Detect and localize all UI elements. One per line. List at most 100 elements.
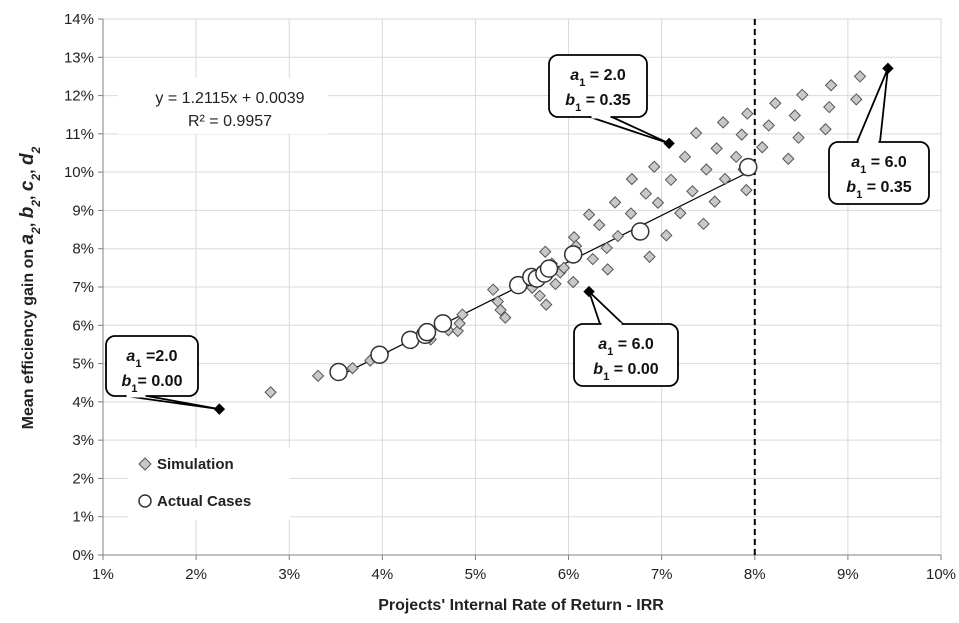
highlight-points — [213, 62, 894, 415]
simulation-point — [557, 261, 571, 275]
callout-label: b1 = 0.35 — [846, 179, 911, 201]
axes: 1% 2% 3% 4% 5% 6% 7% 8% 9% 10% 0% 1% 2% 3% 4% 5% 6% 7% 8% 9… — [64, 11, 956, 583]
simulation-point — [710, 142, 723, 155]
simulation-point — [593, 218, 606, 232]
y-tick-label: 2% — [72, 470, 94, 487]
simulation-point — [697, 217, 710, 231]
actual-case-point — [370, 345, 389, 365]
callout-label: a1 =2.0 — [126, 348, 177, 370]
simulation-point — [756, 141, 769, 154]
simulation-point — [850, 93, 863, 106]
x-tick-label: 8% — [744, 566, 766, 583]
legend-label-simulation: Simulation — [157, 456, 234, 473]
x-tick-label: 7% — [651, 566, 673, 583]
simulation-point — [796, 88, 809, 102]
simulation-point — [611, 229, 625, 243]
simulation-point — [639, 187, 653, 200]
simulation-point — [651, 196, 665, 209]
simulation-point — [674, 206, 687, 220]
x-tick-label: 4% — [371, 566, 393, 583]
simulation-point — [716, 116, 730, 129]
simulation-point — [819, 123, 832, 136]
simulation-point — [582, 208, 596, 221]
y-tick-label: 6% — [72, 317, 94, 334]
callout-box — [105, 335, 199, 397]
y-tick-label: 10% — [64, 164, 94, 181]
callout-label: a1 = 2.0 — [570, 67, 626, 89]
callouts: a1 =2.0 b1= 0.00 a1 = 6.0 b1 = 0.00 a1 = 2.0… — [105, 54, 930, 411]
simulation-point — [823, 100, 836, 114]
simulation-point — [782, 152, 795, 165]
simulation-point — [853, 70, 867, 83]
simulation-point — [648, 160, 661, 173]
y-tick-label: 0% — [72, 547, 94, 564]
simulation-point — [792, 131, 805, 144]
y-tick-label: 4% — [72, 394, 94, 411]
trendline-equation: y = 1.2115x + 0.0039 — [155, 90, 304, 107]
y-tick-label: 13% — [64, 49, 94, 66]
simulation-point — [660, 229, 673, 242]
simulation-point — [741, 107, 754, 120]
actual-case-point — [417, 322, 437, 342]
simulation-point — [689, 126, 703, 140]
simulation-point — [624, 207, 638, 220]
simulation-point — [762, 119, 775, 132]
simulation-point — [769, 97, 782, 110]
simulation-point — [625, 172, 639, 186]
simulation-point — [708, 195, 721, 208]
simulation-point — [264, 386, 277, 399]
legend-label-actual-cases: Actual Cases — [157, 493, 251, 510]
callout: a1 = 6.0 b1 = 0.35 — [828, 67, 930, 205]
callout: a1 = 2.0 b1 = 0.35 — [548, 54, 671, 145]
callout: a1 = 6.0 b1 = 0.00 — [573, 290, 679, 387]
actual-case-point — [563, 245, 583, 264]
callout-box — [573, 323, 679, 387]
x-axis-title: Projects' Internal Rate of Return - IRR — [378, 597, 664, 614]
callout-label: b1= 0.00 — [122, 373, 183, 395]
simulation-point — [456, 308, 469, 321]
simulation-point — [664, 173, 678, 187]
callout: a1 =2.0 b1= 0.00 — [105, 335, 221, 411]
y-tick-label: 12% — [64, 88, 94, 105]
x-tick-label: 2% — [185, 566, 207, 583]
simulation-point — [740, 183, 753, 197]
simulation-point — [549, 277, 562, 291]
actual-case-point — [631, 222, 650, 241]
simulation-point — [686, 185, 699, 198]
equation-background — [118, 78, 328, 134]
simulation-point — [735, 128, 748, 141]
highlight-point — [213, 403, 226, 415]
simulation-point — [499, 311, 512, 324]
actual-case-points — [329, 157, 758, 382]
simulation-point — [486, 283, 500, 296]
simulation-point — [643, 250, 656, 263]
simulation-point — [729, 150, 743, 164]
simulation-point — [346, 361, 359, 375]
legend: Simulation Actual Cases — [128, 448, 290, 520]
y-tick-label: 11% — [65, 126, 94, 143]
simulation-point — [533, 289, 546, 303]
simulation-points — [264, 70, 867, 399]
callout-label: a1 = 6.0 — [851, 154, 907, 176]
legend-background — [128, 448, 290, 520]
simulation-point — [494, 303, 507, 317]
callout-label: b1 = 0.35 — [565, 92, 630, 114]
simulation-point — [600, 241, 613, 255]
x-tick-label: 1% — [92, 566, 114, 583]
simulation-point — [788, 109, 802, 122]
y-tick-label: 5% — [72, 356, 94, 373]
simulation-point — [586, 252, 599, 266]
simulation-point — [608, 196, 622, 209]
x-tick-label: 9% — [837, 566, 859, 583]
actual-case-point — [329, 362, 348, 382]
highlight-point — [882, 62, 894, 75]
callout-label: b1 = 0.00 — [593, 361, 658, 383]
simulation-point — [311, 369, 325, 383]
simulation-point — [453, 317, 466, 330]
y-axis-title: Mean efficiency gain on a2, b2, c2, d2 — [17, 146, 43, 429]
x-tick-label: 3% — [278, 566, 300, 583]
simulation-point — [540, 298, 553, 311]
simulation-point — [539, 245, 552, 258]
highlight-point — [663, 137, 675, 150]
